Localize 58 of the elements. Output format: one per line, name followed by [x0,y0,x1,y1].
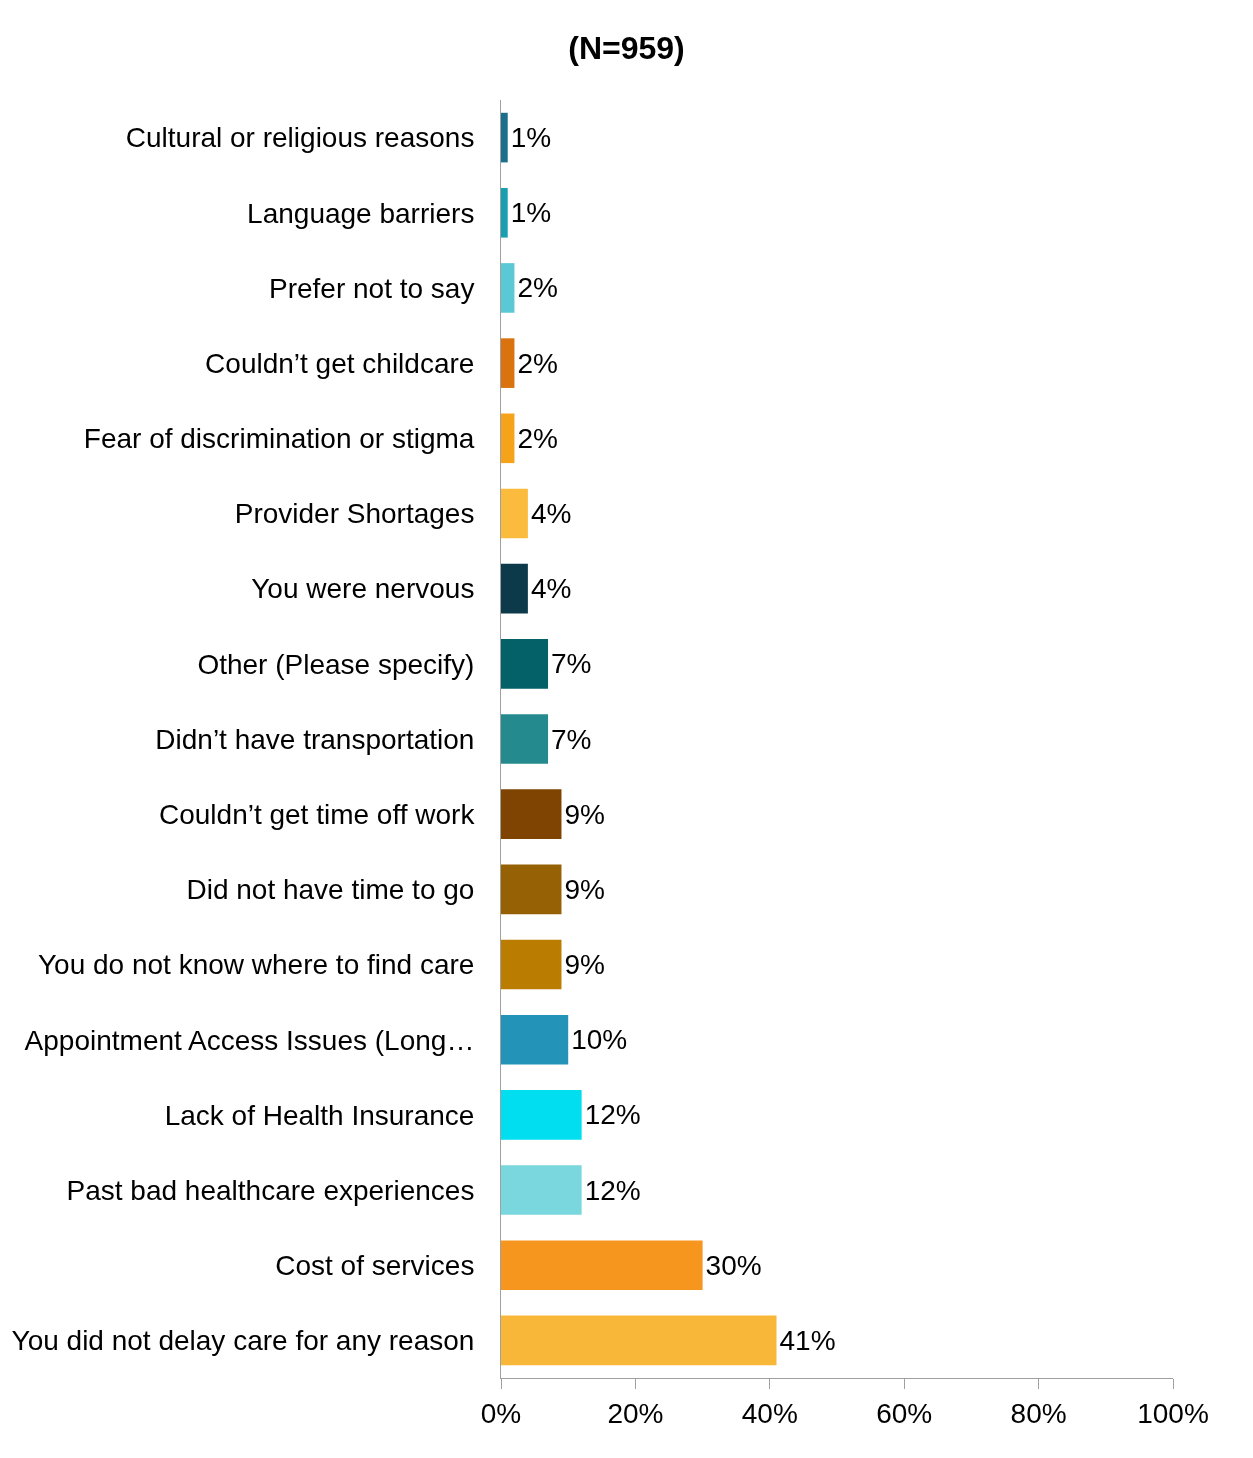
y-tick-label: Cost of services [275,1250,475,1282]
data-label: 2% [517,272,558,304]
bar [501,187,508,238]
bar [501,714,549,764]
data-label: 9% [564,949,605,981]
data-label: 4% [530,497,572,529]
bar [501,563,528,614]
y-tick-label: You do not know where to find care [38,949,475,981]
y-tick-label: Appointment Access Issues (Long… [24,1024,475,1056]
data-label: 2% [517,347,558,379]
data-label: 1% [510,122,552,154]
bar [501,1315,777,1366]
bar [501,939,562,990]
bar [501,338,515,388]
bar [501,1014,569,1065]
bar [501,488,528,539]
data-label: 12% [584,1099,641,1131]
x-tick-label: 40% [741,1397,798,1429]
y-tick-label: Couldn’t get time off work [158,798,476,830]
data-label: 9% [564,798,605,830]
data-label: 12% [584,1174,641,1206]
bar [501,413,515,464]
bar [501,112,508,163]
bar [501,1165,582,1215]
x-tick-label: 20% [607,1397,664,1429]
bar [501,789,562,839]
bar [501,639,549,689]
bar [501,263,515,313]
y-tick-label: Provider Shortages [234,498,475,530]
chart-title: (N=959) [568,29,685,66]
data-label: 30% [705,1249,762,1281]
y-tick-label: Did not have time to go [186,874,475,906]
data-label: 7% [551,648,592,680]
x-tick-label: 0% [480,1397,522,1429]
x-tick-label: 60% [876,1397,933,1429]
y-tick-label: Lack of Health Insurance [164,1099,475,1131]
y-tick-label: Prefer not to say [268,272,475,304]
y-tick-label: Couldn’t get childcare [205,347,475,379]
x-tick-label: 100% [1137,1397,1209,1429]
bar [501,864,562,915]
data-label: 7% [551,723,592,755]
y-tick-label: Didn’t have transportation [155,723,475,755]
y-tick-label: Past bad healthcare experiences [66,1174,475,1206]
data-label: 4% [530,573,572,605]
data-label: 9% [564,873,605,905]
data-label: 1% [510,197,552,229]
bar [501,1090,582,1140]
y-tick-label: Language barriers [247,197,475,229]
y-tick-label: Fear of discrimination or stigma [83,423,475,455]
bar [501,1240,703,1291]
y-tick-label: You did not delay care for any reason [11,1325,475,1357]
data-label: 2% [517,422,558,454]
data-label: 41% [779,1324,836,1356]
y-tick-label: You were nervous [251,573,475,605]
y-tick-label: Other (Please specify) [197,648,475,680]
data-label: 10% [571,1024,628,1056]
y-tick-label: Cultural or religious reasons [125,122,475,154]
x-tick-label: 80% [1010,1397,1067,1429]
